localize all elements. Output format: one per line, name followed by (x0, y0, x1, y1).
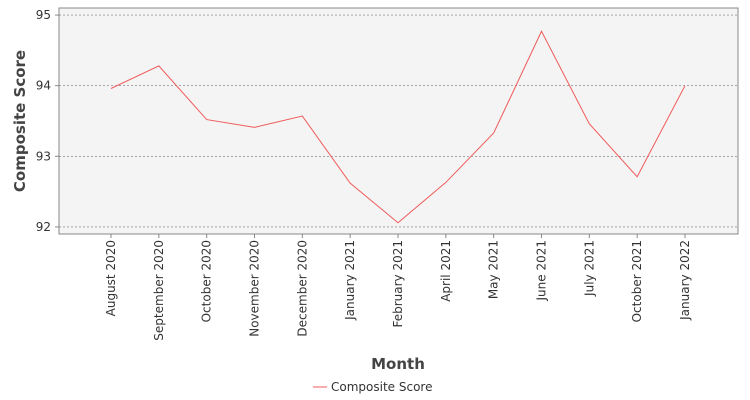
y-axis-title: Composite Score (11, 50, 29, 192)
y-tick-label: 95 (36, 8, 51, 22)
data-line (110, 30, 686, 224)
x-tick-label: January 2021 (343, 240, 357, 321)
y-tick-label: 94 (36, 79, 51, 93)
x-tick-label: April 2021 (439, 240, 453, 302)
x-tick-label: September 2020 (152, 240, 166, 341)
y-tick-label: 93 (36, 149, 51, 163)
x-tick-label: October 2021 (630, 240, 644, 322)
x-axis-title: Month (371, 355, 425, 373)
x-tick-label: October 2020 (200, 240, 214, 322)
x-tick-label: November 2020 (248, 240, 262, 337)
x-tick-label: August 2020 (104, 240, 118, 316)
x-tick-label: December 2020 (295, 240, 309, 337)
x-tick-label: July 2021 (582, 240, 596, 297)
y-tick-label: 92 (36, 220, 51, 234)
plot-area (58, 7, 739, 235)
x-tick-label: January 2022 (678, 240, 692, 321)
legend-label: Composite Score (331, 380, 432, 394)
x-tick-label: February 2021 (391, 240, 405, 328)
x-tick-label: May 2021 (487, 240, 501, 299)
x-tick-label: June 2021 (535, 240, 549, 302)
